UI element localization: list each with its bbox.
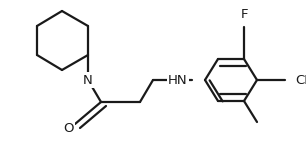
Text: HN: HN (168, 73, 188, 86)
Text: N: N (83, 73, 93, 86)
Text: F: F (240, 7, 248, 20)
Text: O: O (63, 122, 73, 135)
Text: CH₃: CH₃ (295, 73, 306, 86)
